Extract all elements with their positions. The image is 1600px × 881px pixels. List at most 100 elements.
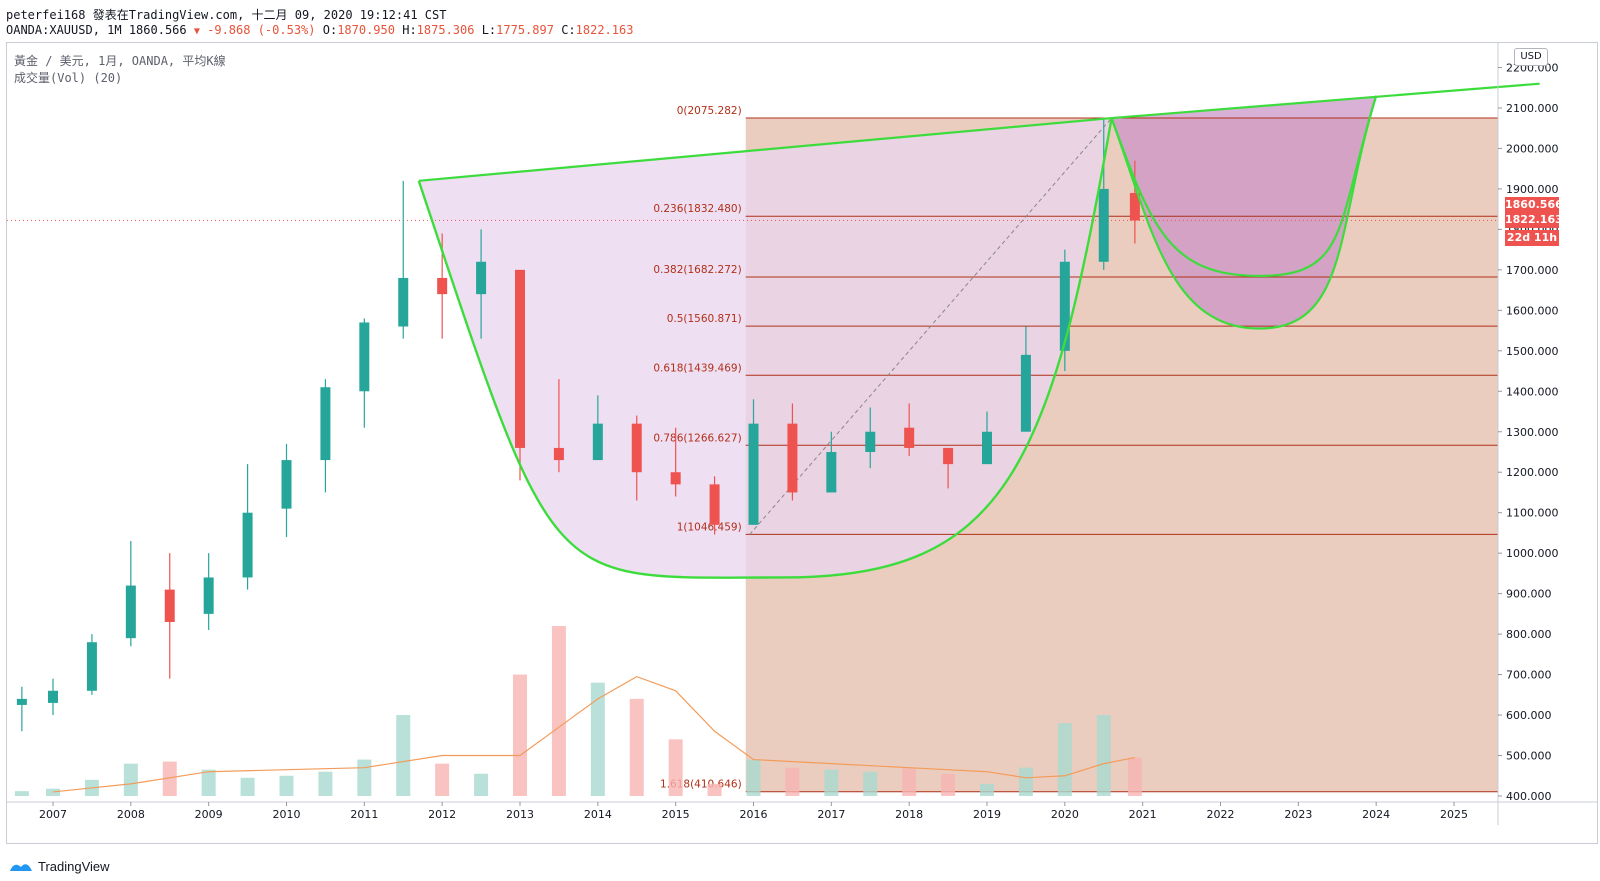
volume-bar — [46, 788, 60, 796]
chart-frame — [6, 42, 1598, 844]
volume-bar — [279, 775, 294, 796]
volume-bar — [357, 759, 372, 796]
countdown-badge: 22d 11h — [1505, 230, 1559, 247]
candle-body — [86, 642, 97, 691]
x-tick-label: 2008 — [117, 808, 145, 821]
volume-bar — [201, 769, 216, 796]
x-tick-label: 2015 — [662, 808, 690, 821]
candle-body — [281, 460, 292, 509]
volume-ma-line — [52, 675, 1135, 793]
volume-legend[interactable]: 成交量(Vol) (20) — [14, 71, 123, 85]
volume-bar — [629, 698, 644, 796]
x-tick-label: 2024 — [1362, 808, 1390, 821]
volume-bar — [123, 763, 138, 796]
publish-header: peterfei168 發表在TradingView.com, 十二月 09, … — [6, 6, 446, 23]
x-tick-label: 2023 — [1284, 808, 1312, 821]
x-tick-label: 2012 — [428, 808, 456, 821]
volume-bar — [590, 682, 605, 796]
currency-button[interactable]: USD — [1514, 48, 1548, 66]
candle-body — [320, 387, 331, 461]
volume-bar — [707, 783, 722, 796]
volume-bar — [824, 769, 839, 796]
x-tick-label: 2016 — [740, 808, 768, 821]
volume-bar — [746, 759, 761, 796]
volume-bar — [941, 773, 956, 796]
y-tick-label: 2000.000 — [1506, 142, 1559, 155]
x-tick-label: 2011 — [350, 808, 378, 821]
cup-curve — [417, 117, 1113, 579]
x-tick-label: 2022 — [1207, 808, 1235, 821]
y-tick-label: 900.000 — [1506, 588, 1552, 601]
handle-curve — [1110, 95, 1378, 278]
volume-bar — [318, 771, 333, 796]
volume-bar — [1018, 767, 1033, 796]
candle-body — [865, 431, 876, 452]
cup-fill — [418, 118, 1112, 578]
x-tick-label: 2007 — [39, 808, 67, 821]
fib-label: 0(2075.282) — [677, 105, 742, 117]
low-value: 1775.897 — [496, 23, 554, 37]
y-tick-label: 500.000 — [1506, 750, 1552, 763]
y-tick-label: 1300.000 — [1506, 426, 1559, 439]
candle-body — [359, 322, 370, 392]
open-value: 1870.950 — [337, 23, 395, 37]
candle-body — [943, 447, 954, 465]
y-tick-label: 700.000 — [1506, 669, 1552, 682]
candle-body — [125, 585, 136, 639]
volume-bar — [668, 739, 683, 796]
candle-body — [515, 269, 525, 448]
y-tick-label: 1400.000 — [1506, 385, 1559, 398]
symbol-info: OANDA:XAUUSD, 1M 1860.566 — [6, 23, 187, 37]
low-label: L: — [481, 23, 497, 37]
ohlc-header: OANDA:XAUUSD, 1M 1860.566 ▼ -9.868 (-0.5… — [6, 23, 633, 37]
candle-body — [437, 277, 448, 295]
high-value: 1875.306 — [416, 23, 475, 37]
volume-bar — [162, 761, 177, 796]
footer-brand[interactable]: TradingView — [8, 855, 110, 877]
volume-bar — [902, 767, 917, 796]
fib-label: 0.236(1832.480) — [653, 203, 741, 215]
y-tick-label: 1600.000 — [1506, 304, 1559, 317]
fib-label: 1(1046.459) — [677, 521, 742, 533]
candle-body — [1059, 261, 1070, 351]
down-triangle-icon: ▼ — [193, 26, 200, 37]
y-tick-label: 1900.000 — [1506, 183, 1559, 196]
volume-bar — [1057, 723, 1072, 796]
candle-body — [592, 423, 603, 461]
x-tick-label: 2017 — [817, 808, 845, 821]
open-label: O: — [322, 23, 338, 37]
publish-info: 發表在TradingView.com, 十二月 09, 2020 19:12:4… — [92, 8, 447, 22]
x-tick-label: 2025 — [1440, 808, 1468, 821]
close-value: 1822.163 — [575, 23, 634, 37]
series-legend[interactable]: 黃金 / 美元, 1月, OANDA, 平均K線 — [14, 54, 226, 68]
candle-body — [709, 484, 720, 525]
y-tick-label: 800.000 — [1506, 628, 1552, 641]
candle-body — [203, 577, 214, 614]
volume-bar — [1096, 715, 1111, 796]
candle-body — [787, 423, 798, 493]
volume-bar — [513, 674, 527, 796]
candle-body — [982, 431, 992, 465]
candle-body — [1020, 354, 1031, 432]
y-tick-label: 2100.000 — [1506, 102, 1559, 115]
brand-name: TradingView — [38, 858, 110, 874]
candle-body — [826, 451, 837, 493]
volume-bar — [396, 715, 411, 796]
tradingview-logo-icon — [10, 864, 32, 871]
y-tick-label: 600.000 — [1506, 709, 1552, 722]
x-tick-label: 2021 — [1129, 808, 1157, 821]
volume-bar — [14, 791, 29, 796]
author-name[interactable]: peterfei168 — [6, 8, 86, 22]
x-tick-label: 2013 — [506, 808, 534, 821]
y-tick-label: 1000.000 — [1506, 547, 1559, 560]
volume-bar — [474, 773, 489, 796]
candle-body — [1129, 192, 1140, 221]
x-tick-label: 2014 — [584, 808, 612, 821]
candle-body — [242, 512, 253, 578]
x-tick-label: 2009 — [195, 808, 223, 821]
candle-body — [48, 690, 58, 703]
fib-label: 0.618(1439.469) — [653, 362, 741, 374]
fib-label: 0.5(1560.871) — [667, 313, 742, 325]
volume-bar — [551, 626, 566, 796]
